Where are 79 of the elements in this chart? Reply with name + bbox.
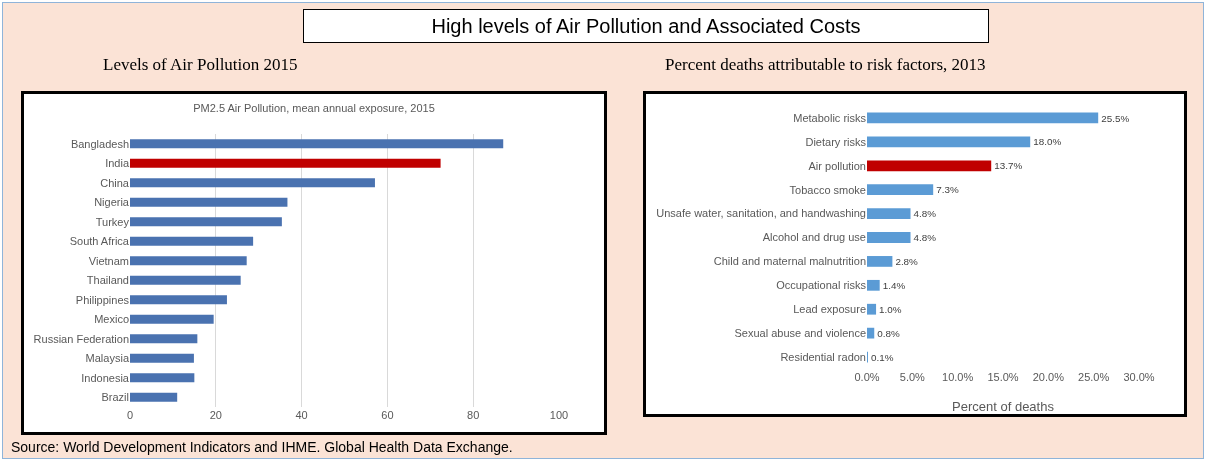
bar (867, 208, 911, 219)
y-tick-label: Brazil (101, 391, 129, 404)
y-tick-label: Turkey (95, 215, 130, 228)
y-tick-label: Indonesia (81, 371, 130, 384)
bar (867, 279, 880, 291)
x-tick-label: 40 (295, 409, 308, 421)
x-tick-label: 30.0% (1123, 371, 1155, 383)
x-axis-title: Percent of deaths (952, 399, 1055, 414)
data-label: 2.8% (895, 256, 919, 267)
y-tick-label: Residential radon (780, 350, 866, 363)
bar (130, 236, 254, 246)
x-tick-label: 60 (381, 409, 394, 421)
bar (130, 197, 288, 207)
bar (867, 303, 877, 315)
chart-title: Levels of Air Pollution 2015 (103, 55, 298, 75)
y-tick-label: Lead exposure (793, 303, 866, 316)
y-tick-label: Alcohol and drug use (762, 231, 866, 244)
bar (867, 136, 1031, 148)
y-tick-label: Dietary risks (805, 135, 867, 148)
data-label: 7.3% (936, 184, 959, 196)
x-tick-label: 20.0% (1032, 371, 1065, 383)
bar (867, 112, 1099, 124)
bar (130, 334, 198, 344)
x-tick-label: 0 (126, 409, 134, 421)
bar (130, 178, 375, 188)
y-tick-label: Child and maternal malnutrition (713, 255, 866, 268)
bar (130, 353, 194, 363)
y-tick-label: Russian Federation (33, 332, 129, 345)
bar (867, 232, 911, 243)
chart-title: Percent deaths attributable to risk factors, 2013 (665, 55, 986, 75)
bar (130, 217, 282, 227)
bar (867, 327, 875, 339)
y-tick-label: Thailand (86, 274, 129, 287)
data-label: 0.1% (871, 351, 894, 363)
data-label: 0.8% (877, 327, 900, 339)
bar (867, 184, 934, 196)
y-tick-label: Unsafe water, sanitation, and handwashing (656, 207, 866, 220)
bar (867, 256, 893, 267)
bar (867, 160, 992, 172)
data-label: 13.7% (994, 160, 1023, 172)
data-label: 1.0% (879, 303, 902, 315)
bar (130, 295, 227, 305)
data-label: 18.0% (1033, 136, 1062, 148)
data-label: 4.8% (913, 232, 937, 244)
x-tick-label: 80 (467, 409, 480, 421)
chart-subtitle: PM2.5 Air Pollution, mean annual exposure, 2015 (193, 101, 435, 114)
bar (130, 314, 214, 324)
bar (130, 158, 441, 168)
y-tick-label: Bangladesh (70, 137, 129, 150)
x-tick-label: 10.0% (942, 371, 974, 383)
y-tick-label: Occupational risks (776, 279, 867, 292)
x-tick-label: 20 (209, 409, 222, 421)
x-tick-label: 0.0% (854, 371, 880, 383)
x-tick-label: 100 (549, 409, 569, 421)
y-tick-label: India (105, 157, 130, 170)
bar (130, 275, 241, 285)
bar (130, 256, 247, 266)
y-tick-label: Sexual abuse and violence (734, 326, 866, 339)
source-note: Source: World Development Indicators and IHME. Global Health Data Exchange. (11, 439, 513, 455)
bar (130, 139, 504, 149)
y-tick-label: Mexico (94, 313, 129, 326)
x-tick-label: 5.0% (899, 371, 926, 383)
y-tick-label: China (100, 176, 130, 189)
data-label: 4.8% (913, 208, 937, 220)
y-tick-label: South Africa (69, 235, 130, 248)
x-tick-label: 25.0% (1078, 371, 1110, 383)
y-tick-label: Nigeria (94, 196, 130, 209)
data-label: 25.5% (1101, 112, 1130, 124)
y-tick-label: Philippines (75, 293, 130, 306)
bar (130, 392, 178, 402)
data-label: 1.4% (882, 279, 906, 291)
y-tick-label: Vietnam (88, 254, 129, 267)
y-tick-label: Malaysia (85, 352, 130, 365)
x-tick-label: 15.0% (987, 371, 1019, 383)
y-tick-label: Air pollution (808, 159, 866, 172)
text: High levels of Air Pollution and Associated Costs (303, 9, 989, 43)
y-tick-label: Metabolic risks (793, 111, 867, 124)
bar (130, 373, 195, 383)
y-tick-label: Tobacco smoke (789, 183, 866, 196)
